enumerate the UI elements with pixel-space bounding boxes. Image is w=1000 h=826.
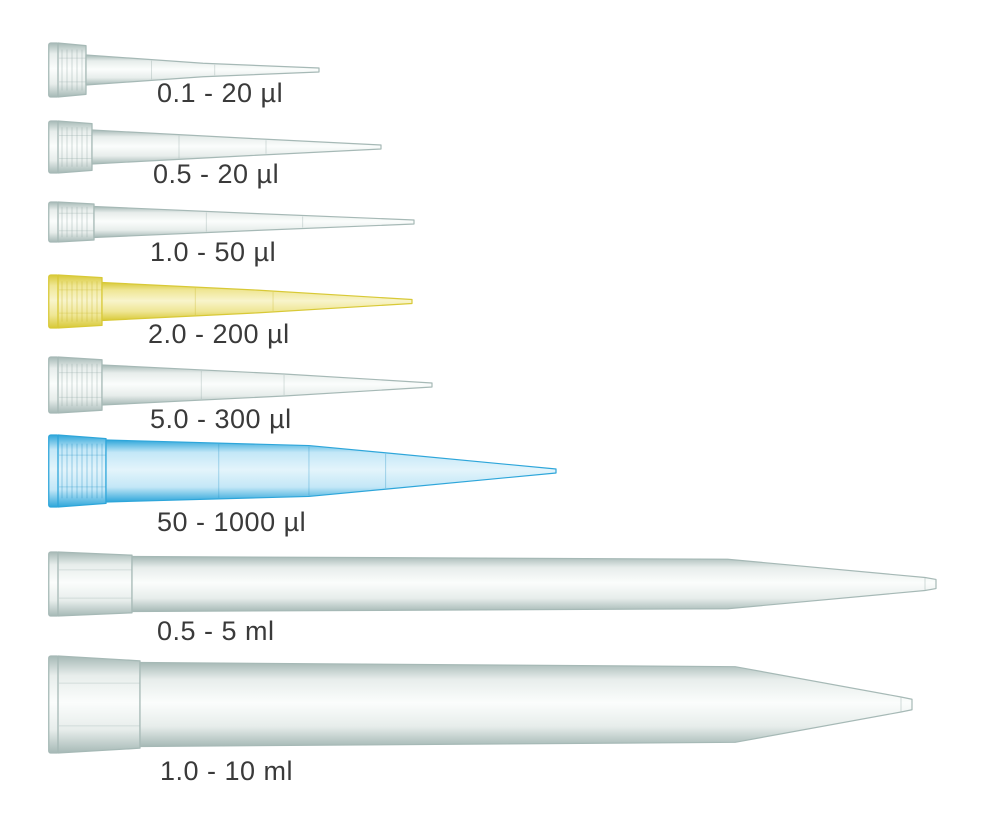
volume-range-label: 0.1 - 20 µl — [157, 78, 284, 108]
pipette-tip-graphic — [48, 655, 913, 754]
pipette-tip-graphic — [48, 356, 433, 414]
volume-range-label: 1.0 - 50 µl — [150, 237, 277, 267]
volume-range-label: 50 - 1000 µl — [157, 507, 307, 537]
pipette-tip-graphic — [48, 434, 557, 508]
volume-range-label: 5.0 - 300 µl — [150, 404, 292, 434]
volume-range-label: 0.5 - 20 µl — [153, 159, 280, 189]
pipette-tip-graphic — [48, 274, 413, 329]
pipette-tip-graphic — [48, 551, 937, 617]
pipette-tip-graphic — [48, 120, 382, 174]
volume-range-label: 1.0 - 10 ml — [160, 756, 294, 786]
pipette-tip-graphic — [48, 42, 320, 98]
pipette-tip-graphic — [48, 201, 415, 243]
volume-range-label: 2.0 - 200 µl — [148, 319, 290, 349]
volume-range-label: 0.5 - 5 ml — [157, 616, 275, 646]
